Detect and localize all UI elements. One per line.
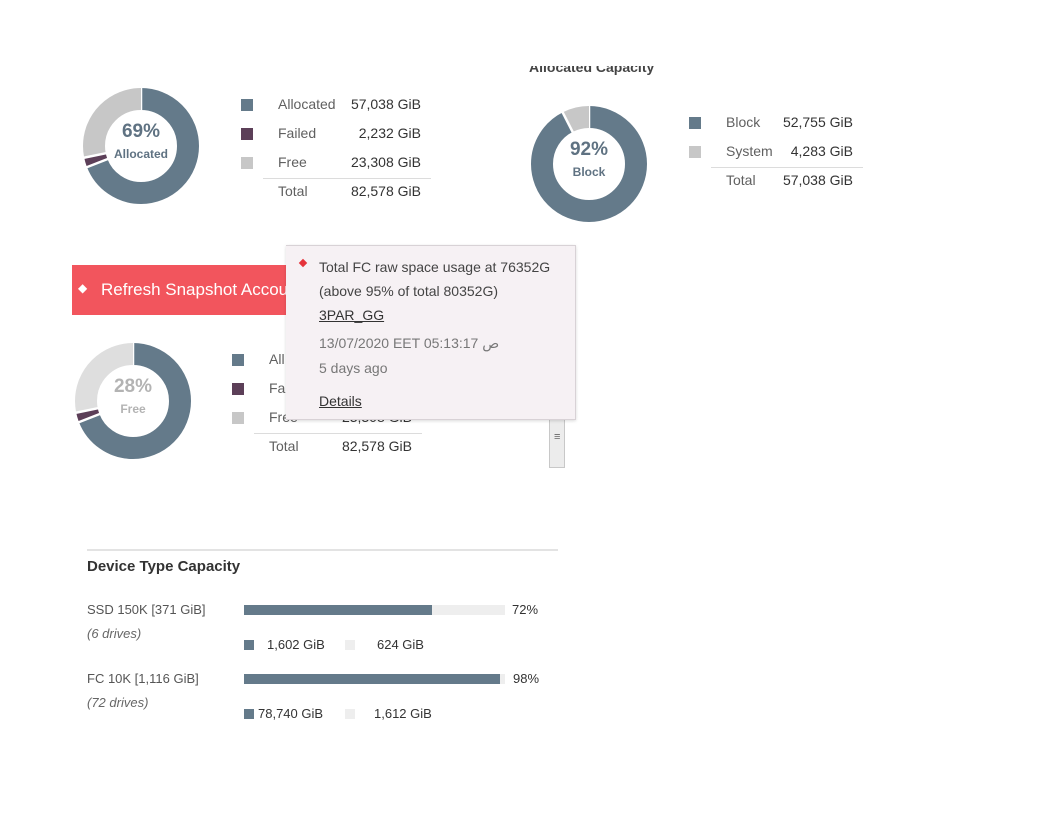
snapshot-capacity-donut-segments bbox=[74, 342, 191, 459]
total-value: 82,578 GiB bbox=[341, 438, 412, 454]
donut-segment-separator bbox=[561, 110, 575, 134]
device-name: SSD 150K [371 GiB] bbox=[87, 602, 206, 617]
allocated-capacity-legend: Block 52,755 GiB System 4,283 GiB Total … bbox=[689, 110, 863, 197]
legend-value: 23,308 GiB bbox=[350, 154, 421, 170]
alert-age: 5 days ago bbox=[319, 360, 388, 376]
free-swatch bbox=[345, 640, 355, 650]
failed-swatch bbox=[241, 128, 253, 140]
donut-segment-separator bbox=[74, 406, 99, 415]
alert-popup: Total FC raw space usage at 76352G (abov… bbox=[286, 245, 576, 420]
allocated-swatch bbox=[232, 354, 244, 366]
legend-row-failed: Failed 2,232 GiB bbox=[241, 121, 431, 150]
legend-label: System bbox=[726, 143, 773, 159]
legend-row-allocated: All bbox=[232, 347, 422, 376]
alert-diamond-icon bbox=[298, 258, 308, 268]
device-drive-count: (6 drives) bbox=[87, 626, 142, 641]
block-swatch bbox=[689, 117, 701, 129]
device-capacity-percent: 98% bbox=[513, 671, 540, 686]
device-capacity-bar bbox=[244, 674, 505, 684]
legend-label: All bbox=[269, 351, 285, 367]
legend-label: Failed bbox=[278, 125, 317, 141]
donut-segment-separator bbox=[77, 412, 101, 424]
legend-label: Fa bbox=[269, 380, 286, 396]
legend-value: 57,038 GiB bbox=[350, 96, 421, 112]
allocated-capacity-title: Allocated Capacity bbox=[529, 59, 655, 75]
snapshot-capacity-donut-svg bbox=[74, 342, 191, 459]
device-capacity-bar bbox=[244, 605, 505, 615]
block-segment bbox=[531, 106, 647, 222]
device-name: FC 10K [1,116 GiB] bbox=[87, 671, 199, 686]
scrollbar[interactable]: ≡ bbox=[549, 418, 565, 468]
legend-value: 52,755 GiB bbox=[782, 114, 853, 130]
device-drive-count: (72 drives) bbox=[87, 695, 149, 710]
free-segment bbox=[75, 343, 191, 459]
alert-message-line2: (above 95% of total 80352G) bbox=[319, 283, 499, 299]
used-swatch bbox=[244, 709, 254, 719]
legend-value: 4,283 GiB bbox=[790, 143, 853, 159]
legend-divider bbox=[254, 433, 422, 434]
allocated-capacity-donut-segments bbox=[531, 105, 647, 222]
device-type-capacity-title: Device Type Capacity bbox=[87, 558, 241, 575]
donut-segment-separator bbox=[85, 157, 109, 169]
allocated-swatch bbox=[241, 99, 253, 111]
raw-capacity-legend: Allocated 57,038 GiB Failed 2,232 GiB Fr… bbox=[241, 92, 431, 208]
snapshot-capacity-caption: Free bbox=[120, 402, 146, 416]
allocated-capacity-donut-svg bbox=[531, 105, 647, 222]
legend-value: 2,232 GiB bbox=[358, 125, 421, 141]
used-swatch bbox=[244, 640, 254, 650]
raw-capacity-donut-svg bbox=[82, 87, 199, 204]
scrollbar-grip-icon[interactable]: ≡ bbox=[554, 431, 561, 443]
total-label: Total bbox=[726, 172, 756, 188]
free-swatch bbox=[345, 709, 355, 719]
device-used-value: 78,740 GiB bbox=[258, 706, 324, 721]
allocated-capacity-donut: 92% Block bbox=[530, 105, 648, 223]
allocated-capacity-percent: 92% bbox=[569, 139, 609, 160]
legend-label: Free bbox=[278, 154, 307, 170]
raw-capacity-donut-segments bbox=[82, 87, 199, 204]
raw-capacity-donut: 69% Allocated bbox=[82, 87, 200, 205]
device-used-value: 1,602 GiB bbox=[267, 637, 325, 652]
raw-capacity-caption: Allocated bbox=[113, 147, 168, 161]
legend-divider bbox=[263, 178, 431, 179]
snapshot-capacity-percent: 28% bbox=[113, 376, 153, 397]
donut-segment-separator bbox=[82, 151, 107, 160]
alert-message-line1: Total FC raw space usage at 76352G bbox=[319, 259, 551, 275]
diamond-icon: ◆ bbox=[78, 281, 88, 295]
device-free-value: 624 GiB bbox=[377, 637, 424, 652]
allocated-capacity-caption: Block bbox=[572, 165, 606, 179]
total-value: 82,578 GiB bbox=[350, 183, 421, 199]
alert-timestamp: 13/07/2020 EET 05:13:17 ص bbox=[319, 335, 500, 351]
device-capacity-bar-fill bbox=[244, 674, 500, 684]
system-swatch bbox=[689, 146, 701, 158]
free-segment bbox=[83, 88, 199, 204]
legend-row-free: Free 23,308 GiB bbox=[241, 150, 431, 179]
legend-row-total: Total 82,578 GiB bbox=[232, 434, 422, 463]
free-swatch bbox=[232, 412, 244, 424]
free-swatch bbox=[241, 157, 253, 169]
banner-text: Refresh Snapshot Account bbox=[101, 280, 303, 299]
legend-divider bbox=[711, 167, 863, 168]
device-free-value: 1,612 GiB bbox=[374, 706, 432, 721]
raw-capacity-percent: 69% bbox=[121, 121, 161, 142]
system-segment bbox=[531, 106, 647, 222]
alert-details-link[interactable]: Details bbox=[319, 393, 362, 409]
device-capacity-bar-fill bbox=[244, 605, 432, 615]
legend-row-total: Total 82,578 GiB bbox=[241, 179, 431, 208]
total-value: 57,038 GiB bbox=[782, 172, 853, 188]
section-divider bbox=[87, 549, 558, 551]
device-capacity-percent: 72% bbox=[512, 602, 539, 617]
legend-row-failed: Fa bbox=[232, 376, 422, 405]
legend-row-block: Block 52,755 GiB bbox=[689, 110, 863, 139]
alert-system-link[interactable]: 3PAR_GG bbox=[319, 307, 385, 323]
legend-label: Allocated bbox=[278, 96, 336, 112]
legend-row-system: System 4,283 GiB bbox=[689, 139, 863, 168]
failed-swatch bbox=[232, 383, 244, 395]
legend-row-allocated: Allocated 57,038 GiB bbox=[241, 92, 431, 121]
snapshot-capacity-donut: 28% Free bbox=[74, 342, 192, 460]
legend-label: Block bbox=[726, 114, 761, 130]
total-label: Total bbox=[278, 183, 308, 199]
legend-row-total: Total 57,038 GiB bbox=[689, 168, 863, 197]
total-label: Total bbox=[269, 438, 299, 454]
